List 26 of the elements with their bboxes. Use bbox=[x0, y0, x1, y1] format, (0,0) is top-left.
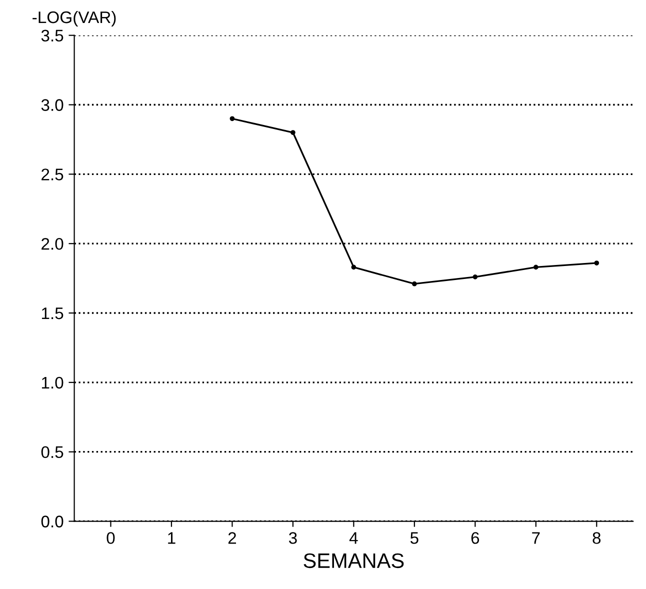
y-tick-label: 3.5 bbox=[41, 30, 64, 42]
point bbox=[594, 260, 600, 266]
point bbox=[533, 264, 538, 270]
point bbox=[412, 281, 417, 286]
x-tick-label: 8 bbox=[592, 532, 601, 544]
y-tick-label: 1.0 bbox=[42, 376, 64, 389]
y-axis-title: -LOG(VAR) bbox=[32, 10, 116, 26]
x-tick-label: 2 bbox=[228, 532, 236, 544]
x-tick-label: 0 bbox=[106, 532, 115, 544]
y-tick-label: 1.5 bbox=[42, 308, 64, 320]
x-axis-title: SEMANAS bbox=[304, 553, 404, 568]
point bbox=[230, 116, 235, 122]
x-tick-label: 3 bbox=[288, 532, 297, 544]
y-tick-label: 2.0 bbox=[42, 238, 64, 250]
point bbox=[351, 264, 356, 270]
x-tick-label: 6 bbox=[471, 532, 480, 544]
x-tick-label: 5 bbox=[410, 532, 418, 544]
x-tick-label: 4 bbox=[349, 532, 358, 544]
point bbox=[290, 130, 296, 135]
point bbox=[472, 274, 478, 280]
x-tick-label: 1 bbox=[168, 532, 176, 544]
x-tick-label: 7 bbox=[532, 532, 540, 544]
y-tick-label: 0.5 bbox=[41, 446, 64, 458]
y-tick-label: 0.0 bbox=[41, 516, 64, 528]
y-tick-label: 2.5 bbox=[42, 168, 64, 180]
y-tick-label: 3.0 bbox=[41, 99, 64, 111]
